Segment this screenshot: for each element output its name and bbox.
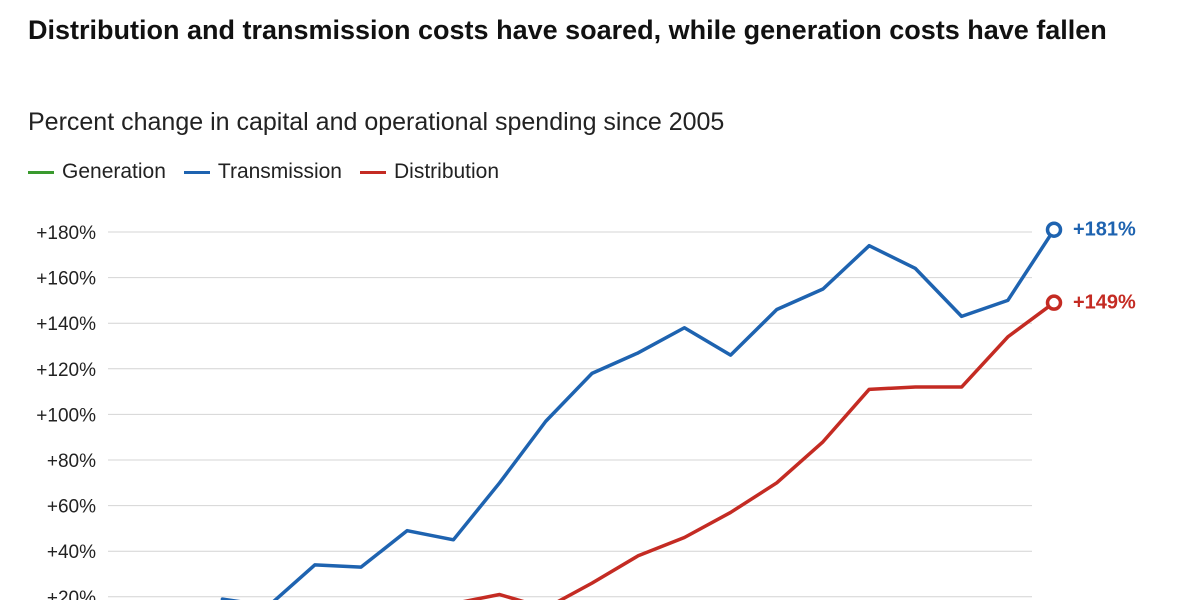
legend: Generation Transmission Distribution	[28, 160, 517, 184]
series-line-transmission	[220, 227, 1056, 600]
end-marker-distribution	[1045, 294, 1063, 311]
y-tick-label: +80%	[47, 451, 96, 472]
legend-label-transmission: Transmission	[217, 160, 342, 183]
y-tick-label: +140%	[36, 314, 96, 335]
y-tick-label: +120%	[36, 360, 96, 381]
chart-subtitle: Percent change in capital and operationa…	[28, 108, 725, 136]
legend-item-distribution: Distribution	[360, 160, 499, 184]
legend-item-transmission: Transmission	[183, 160, 342, 184]
chart-title: Distribution and transmission costs have…	[28, 15, 1107, 45]
y-tick-label: +100%	[36, 405, 96, 426]
legend-item-generation: Generation	[28, 160, 166, 184]
series-line-distribution	[462, 300, 1056, 600]
y-tick-label: +180%	[36, 223, 96, 244]
end-label-transmission: +181%	[1073, 219, 1136, 241]
legend-label-generation: Generation	[62, 160, 166, 183]
legend-swatch-transmission	[183, 170, 210, 174]
legend-swatch-generation	[28, 170, 54, 174]
end-marker-transmission	[1045, 221, 1063, 238]
y-tick-label: +40%	[47, 542, 96, 563]
y-tick-label: +160%	[36, 269, 96, 290]
y-tick-label: +60%	[47, 497, 96, 518]
legend-swatch-distribution	[360, 170, 386, 174]
y-tick-label: +20%	[47, 588, 96, 600]
end-label-distribution: +149%	[1073, 292, 1136, 314]
legend-label-distribution: Distribution	[394, 160, 500, 183]
